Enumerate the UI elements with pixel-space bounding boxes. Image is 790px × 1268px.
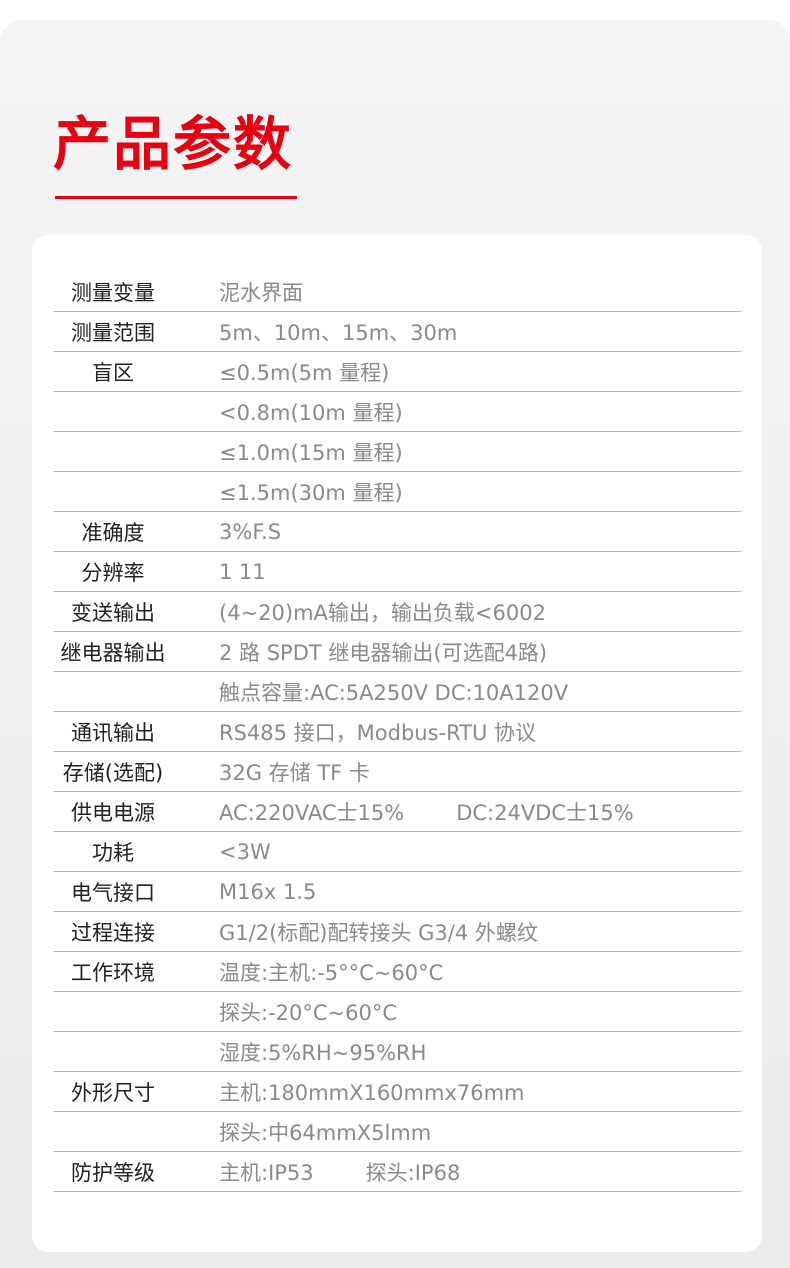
spec-label: 存储(选配): [62, 760, 164, 785]
page-title: 产品参数: [53, 110, 294, 178]
spec-label: 功耗: [92, 840, 134, 865]
spec-value: 1 11: [219, 560, 266, 584]
spec-row: 存储(选配) 32G 存储 TF 卡: [53, 752, 741, 792]
spec-value-part: 3%F.S: [219, 519, 282, 544]
spec-row: ≤1.5m(30m 量程): [53, 472, 741, 512]
spec-value: 3%F.S: [219, 520, 281, 544]
spec-value: 泥水界面: [219, 277, 303, 307]
spec-value: AC:220VAC士15% DC:24VDC士15%: [219, 797, 634, 827]
spec-row: 变送输出 (4~20)mA输出，输出负载<6002: [53, 592, 741, 632]
spec-row: 外形尺寸 主机:180mmX160mmx76mm: [53, 1072, 741, 1112]
spec-value-part: 5m、10m、15m、30m: [219, 320, 458, 345]
spec-row: 继电器输出 2 路 SPDT 继电器输出(可选配4路): [53, 632, 741, 672]
spec-row: 盲区 ≤0.5m(5m 量程): [53, 352, 741, 392]
spec-value-part: 探头:IP68: [365, 1160, 461, 1185]
spec-row: 功耗 <3W: [53, 832, 741, 872]
spec-value: 湿度:5%RH~95%RH: [219, 1037, 426, 1067]
spec-value: 主机:IP53 探头:IP68: [219, 1157, 460, 1187]
spec-value: ≤0.5m(5m 量程): [219, 357, 389, 387]
spec-row: 准确度 3%F.S: [53, 512, 741, 552]
spec-value-part: ≤1.5m(30m 量程): [219, 480, 403, 505]
spec-value-part: 主机:180mmX160mmx76mm: [219, 1080, 525, 1105]
spec-label: 外形尺寸: [71, 1080, 155, 1105]
spec-row: 通讯输出 RS485 接口，Modbus-RTU 协议: [53, 712, 741, 752]
spec-row: 电气接口 M16x 1.5: [53, 872, 741, 912]
spec-value-part: <3W: [219, 839, 271, 864]
spec-table: 测量变量 泥水界面测量范围 5m、10m、15m、30m 盲区 ≤0.5m(5m 量程)…: [53, 272, 741, 1192]
spec-value-part: 主机:IP53: [219, 1160, 314, 1185]
spec-label: 盲区: [92, 360, 134, 385]
spec-value: RS485 接口，Modbus-RTU 协议: [219, 717, 536, 747]
spec-value: (4~20)mA输出，输出负载<6002: [219, 597, 546, 627]
spec-label: 分辨率: [81, 560, 145, 585]
spec-row: 湿度:5%RH~95%RH: [53, 1032, 741, 1072]
spec-row: 防护等级 主机:IP53 探头:IP68: [53, 1152, 741, 1192]
spec-value-part: 1 11: [219, 559, 266, 584]
spec-value-part: 泥水界面: [219, 280, 303, 305]
spec-row: 供电电源 AC:220VAC士15% DC:24VDC士15%: [53, 792, 741, 832]
spec-row: ≤1.0m(15m 量程): [53, 432, 741, 472]
spec-value: <3W: [219, 840, 271, 864]
spec-value-part: 温度:主机:-5°°C~60°C: [219, 960, 444, 985]
spec-row: 分辨率 1 11: [53, 552, 741, 592]
spec-row: 测量范围 5m、10m、15m、30m: [53, 312, 741, 352]
spec-value-part: DC:24VDC士15%: [456, 800, 634, 825]
spec-value-part: M16x 1.5: [219, 879, 317, 904]
spec-row: <0.8m(10m 量程): [53, 392, 741, 432]
spec-value-part: 2 路 SPDT 继电器输出(可选配4路): [219, 640, 548, 665]
title-underline: [55, 196, 297, 199]
spec-value: <0.8m(10m 量程): [219, 397, 403, 427]
spec-row: 探头:中64mmX5lmm: [53, 1112, 741, 1152]
spec-value: 2 路 SPDT 继电器输出(可选配4路): [219, 637, 547, 667]
spec-value-part: <0.8m(10m 量程): [219, 400, 403, 425]
spec-value-part: 探头:中64mmX5lmm: [219, 1120, 432, 1145]
spec-label: 电气接口: [71, 880, 155, 905]
spec-value-part: 触点容量:AC:5A250V DC:10A120V: [219, 680, 569, 705]
spec-label: 准确度: [81, 520, 145, 545]
spec-label: 测量变量: [71, 280, 155, 305]
spec-value-part: 32G 存储 TF 卡: [219, 760, 370, 785]
spec-row: 过程连接 G1/2(标配)配转接头 G3/4 外螺纹: [53, 912, 741, 952]
spec-value: G1/2(标配)配转接头 G3/4 外螺纹: [219, 917, 538, 947]
spec-value: 触点容量:AC:5A250V DC:10A120V: [219, 677, 568, 707]
spec-value-part: ≤1.0m(15m 量程): [219, 440, 403, 465]
spec-value-part: 湿度:5%RH~95%RH: [219, 1040, 427, 1065]
spec-value: 探头:中64mmX5lmm: [219, 1117, 431, 1147]
spec-value: 32G 存储 TF 卡: [219, 757, 370, 787]
spec-label: 工作环境: [71, 960, 155, 985]
spec-value: ≤1.0m(15m 量程): [219, 437, 403, 467]
spec-value: 5m、10m、15m、30m: [219, 317, 457, 347]
spec-value: 主机:180mmX160mmx76mm: [219, 1077, 525, 1107]
spec-value: ≤1.5m(30m 量程): [219, 477, 403, 507]
spec-row: 触点容量:AC:5A250V DC:10A120V: [53, 672, 741, 712]
spec-label: 测量范围: [71, 320, 155, 345]
spec-label: 供电电源: [71, 800, 155, 825]
spec-value-part: (4~20)mA输出，输出负载<6002: [219, 600, 546, 625]
spec-row: 工作环境 温度:主机:-5°°C~60°C: [53, 952, 741, 992]
spec-label: 通讯输出: [71, 720, 155, 745]
spec-label: 继电器输出: [60, 640, 166, 665]
spec-label: 防护等级: [71, 1160, 155, 1185]
spec-value: M16x 1.5: [219, 880, 316, 904]
spec-card: 测量变量 泥水界面测量范围 5m、10m、15m、30m 盲区 ≤0.5m(5m 量程)…: [32, 235, 762, 1252]
spec-value-part: RS485 接口，Modbus-RTU 协议: [219, 720, 537, 745]
spec-value-part: G1/2(标配)配转接头 G3/4 外螺纹: [219, 920, 538, 945]
spec-label: 变送输出: [71, 600, 155, 625]
spec-value-part: ≤0.5m(5m 量程): [219, 360, 390, 385]
spec-value: 探头:-20°C~60°C: [219, 997, 397, 1027]
spec-value-part: AC:220VAC士15%: [219, 800, 405, 825]
spec-row: 测量变量 泥水界面: [53, 272, 741, 312]
spec-value-part: 探头:-20°C~60°C: [219, 1000, 398, 1025]
spec-row: 探头:-20°C~60°C: [53, 992, 741, 1032]
spec-label: 过程连接: [71, 920, 155, 945]
spec-value: 温度:主机:-5°°C~60°C: [219, 957, 443, 987]
